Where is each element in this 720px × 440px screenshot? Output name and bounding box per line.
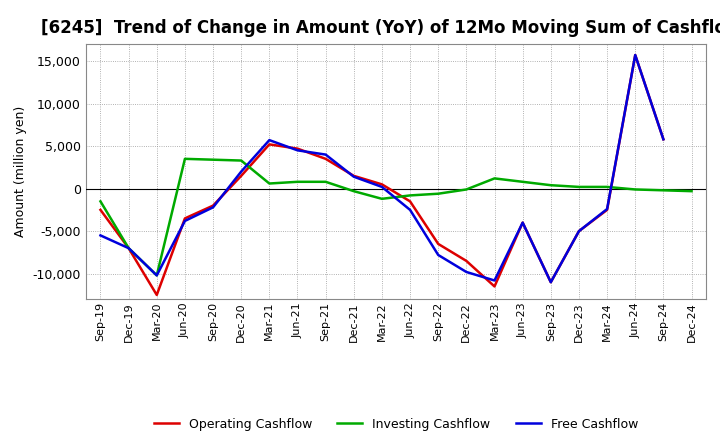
Operating Cashflow xyxy=(265,142,274,147)
Investing Cashflow xyxy=(518,179,527,184)
Investing Cashflow xyxy=(237,158,246,163)
Free Cashflow xyxy=(237,169,246,174)
Free Cashflow xyxy=(153,273,161,278)
Operating Cashflow xyxy=(349,173,358,179)
Investing Cashflow xyxy=(209,157,217,162)
Operating Cashflow xyxy=(125,246,133,251)
Line: Free Cashflow: Free Cashflow xyxy=(101,55,663,282)
Operating Cashflow xyxy=(153,292,161,297)
Free Cashflow xyxy=(125,246,133,251)
Free Cashflow xyxy=(659,137,667,142)
Free Cashflow xyxy=(434,252,443,257)
Free Cashflow xyxy=(575,228,583,234)
Legend: Operating Cashflow, Investing Cashflow, Free Cashflow: Operating Cashflow, Investing Cashflow, … xyxy=(149,413,643,436)
Investing Cashflow xyxy=(434,191,443,196)
Free Cashflow xyxy=(377,184,386,190)
Investing Cashflow xyxy=(349,188,358,194)
Investing Cashflow xyxy=(293,179,302,184)
Investing Cashflow xyxy=(462,187,471,192)
Operating Cashflow xyxy=(546,279,555,285)
Investing Cashflow xyxy=(575,184,583,190)
Free Cashflow xyxy=(406,207,415,213)
Operating Cashflow xyxy=(321,156,330,161)
Operating Cashflow xyxy=(490,284,499,289)
Operating Cashflow xyxy=(434,241,443,246)
Free Cashflow xyxy=(293,148,302,153)
Free Cashflow xyxy=(181,218,189,224)
Operating Cashflow xyxy=(237,173,246,179)
Operating Cashflow xyxy=(406,199,415,204)
Investing Cashflow xyxy=(96,199,105,204)
Operating Cashflow xyxy=(293,146,302,151)
Free Cashflow xyxy=(321,152,330,157)
Investing Cashflow xyxy=(265,181,274,186)
Investing Cashflow xyxy=(153,273,161,278)
Free Cashflow xyxy=(518,220,527,225)
Investing Cashflow xyxy=(377,196,386,202)
Investing Cashflow xyxy=(406,193,415,198)
Operating Cashflow xyxy=(462,258,471,264)
Free Cashflow xyxy=(603,206,611,212)
Operating Cashflow xyxy=(603,207,611,213)
Free Cashflow xyxy=(96,233,105,238)
Investing Cashflow xyxy=(603,184,611,190)
Operating Cashflow xyxy=(659,137,667,142)
Investing Cashflow xyxy=(659,188,667,193)
Free Cashflow xyxy=(631,52,639,58)
Investing Cashflow xyxy=(125,246,133,251)
Y-axis label: Amount (million yen): Amount (million yen) xyxy=(14,106,27,237)
Operating Cashflow xyxy=(181,216,189,221)
Free Cashflow xyxy=(349,174,358,180)
Operating Cashflow xyxy=(518,220,527,225)
Free Cashflow xyxy=(490,278,499,283)
Investing Cashflow xyxy=(181,156,189,161)
Operating Cashflow xyxy=(377,182,386,187)
Free Cashflow xyxy=(209,205,217,210)
Operating Cashflow xyxy=(631,52,639,58)
Investing Cashflow xyxy=(631,187,639,192)
Title: [6245]  Trend of Change in Amount (YoY) of 12Mo Moving Sum of Cashflows: [6245] Trend of Change in Amount (YoY) o… xyxy=(41,19,720,37)
Operating Cashflow xyxy=(96,207,105,213)
Free Cashflow xyxy=(546,279,555,285)
Operating Cashflow xyxy=(575,228,583,234)
Free Cashflow xyxy=(462,269,471,275)
Line: Investing Cashflow: Investing Cashflow xyxy=(101,159,691,275)
Line: Operating Cashflow: Operating Cashflow xyxy=(101,55,663,295)
Investing Cashflow xyxy=(490,176,499,181)
Investing Cashflow xyxy=(687,188,696,194)
Operating Cashflow xyxy=(209,203,217,208)
Investing Cashflow xyxy=(321,179,330,184)
Investing Cashflow xyxy=(546,183,555,188)
Free Cashflow xyxy=(265,137,274,143)
